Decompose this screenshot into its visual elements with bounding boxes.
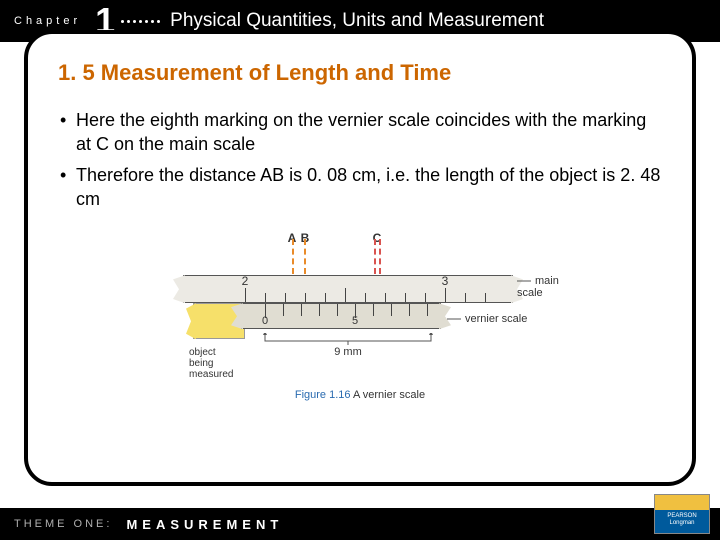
bullet-list: Here the eighth marking on the vernier s… bbox=[58, 108, 662, 211]
dots-icon bbox=[121, 20, 160, 23]
bullet-item: Therefore the distance AB is 0. 08 cm, i… bbox=[76, 163, 662, 212]
vernier-scale: 0 5 bbox=[241, 303, 441, 329]
nine-mm-bracket: 9 mm bbox=[263, 333, 433, 358]
main-scale: 2 3 bbox=[183, 275, 513, 303]
theme-label: THEME ONE: bbox=[14, 518, 112, 530]
main-scale-number: 2 bbox=[242, 274, 249, 288]
chapter-label: Chapter bbox=[14, 15, 81, 27]
footer-bar: THEME ONE: MEASUREMENT bbox=[0, 508, 720, 540]
main-scale-number: 3 bbox=[442, 274, 449, 288]
main-scale-label: main scale bbox=[517, 275, 575, 299]
object-label: object being measured bbox=[189, 347, 233, 380]
vernier-diagram: A B C 2 3 0 5 bbox=[145, 229, 575, 399]
publisher-logo: PEARSON Longman bbox=[654, 494, 710, 534]
section-title: 1. 5 Measurement of Length and Time bbox=[58, 60, 662, 86]
figure-caption: Figure 1.16 A vernier scale bbox=[145, 389, 575, 401]
theme-value: MEASUREMENT bbox=[126, 517, 283, 532]
vernier-scale-label: vernier scale bbox=[447, 313, 527, 325]
content-frame: 1. 5 Measurement of Length and Time Here… bbox=[24, 30, 696, 486]
chapter-title: Physical Quantities, Units and Measureme… bbox=[170, 10, 544, 32]
bullet-item: Here the eighth marking on the vernier s… bbox=[76, 108, 662, 157]
